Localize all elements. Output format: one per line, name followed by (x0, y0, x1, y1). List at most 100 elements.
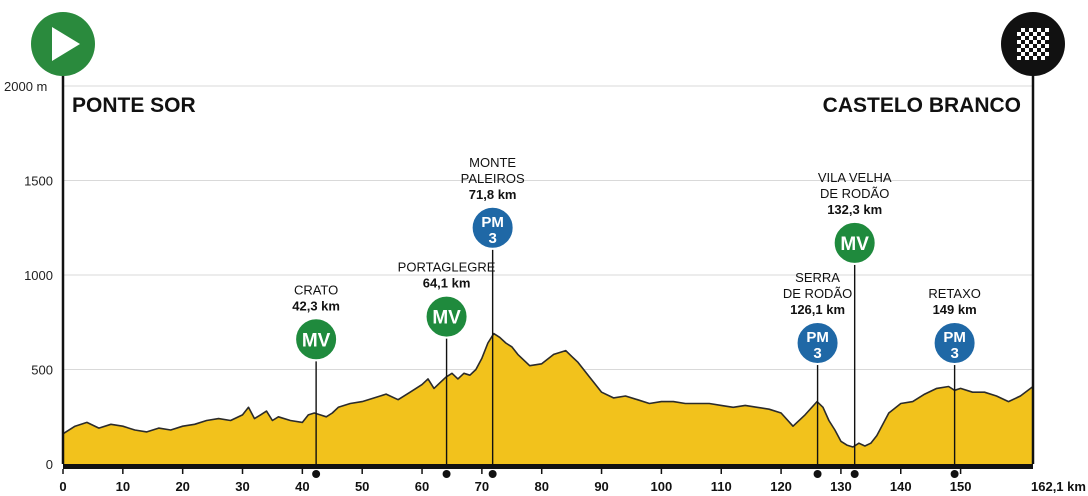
climb-km-label: 126,1 km (790, 302, 845, 317)
x-tick-label: 20 (175, 479, 189, 494)
climb-badge (294, 317, 339, 362)
checker-square (1045, 56, 1049, 60)
checker-square (1037, 32, 1041, 36)
checker-square (1033, 52, 1037, 56)
climb-dot (488, 470, 497, 478)
climb-badge (470, 205, 515, 250)
climb-badge-text: MV (840, 234, 869, 255)
x-tick-label: 110 (711, 479, 732, 494)
y-tick-label: 0 (46, 457, 53, 472)
climb-badge-text: MV (302, 330, 331, 351)
checker-square (1037, 40, 1041, 44)
climb-name-label: RETAXO (928, 286, 981, 301)
checker-square (1017, 36, 1021, 40)
climb-km-label: 149 km (933, 302, 977, 317)
climb-name-label: PALEIROS (461, 171, 525, 186)
checkered-flag-icon (1001, 12, 1065, 76)
x-tick-label: 0 (59, 479, 66, 494)
play-triangle (52, 27, 80, 61)
climb-dot (312, 470, 321, 478)
climb-km-label: 132,3 km (827, 202, 882, 217)
x-end-label: 162,1 km (1031, 479, 1086, 494)
checker-square (1021, 40, 1025, 44)
climb-dot (850, 470, 859, 478)
climb-name-label: MONTE (469, 155, 516, 170)
checker-square (1041, 28, 1045, 32)
climb-name-label: VILA VELHA (818, 170, 892, 185)
checker-square (1045, 48, 1049, 52)
x-axis-bar (63, 464, 1033, 469)
x-tick-label: 70 (475, 479, 489, 494)
checker-square (1025, 44, 1029, 48)
climb-km-label: 42,3 km (292, 298, 340, 313)
profile-layer (62, 332, 1034, 464)
checker-square (1033, 36, 1037, 40)
axes: 0 500 1000 1500 2000 m 0 10 20 30 40 50 60 70 80 90 100… (4, 79, 1086, 494)
x-tick-label: 120 (770, 479, 792, 494)
x-tick-label: 140 (890, 479, 912, 494)
climb-dot (442, 470, 451, 478)
climb-badge (424, 294, 469, 339)
checker-square (1025, 36, 1029, 40)
checker-square (1017, 52, 1021, 56)
x-tick-label: 100 (651, 479, 673, 494)
climb-category: 3 (488, 230, 496, 247)
checker-square (1029, 56, 1033, 60)
checker-square (1037, 56, 1041, 60)
climb-badge-text: PM (806, 329, 829, 346)
climb-name-label: PORTAGLEGRE (398, 260, 496, 275)
climb-name-label: DE RODÃO (783, 286, 852, 301)
checker-square (1037, 48, 1041, 52)
x-tick-label: 130 (830, 479, 852, 494)
checker-square (1041, 52, 1045, 56)
x-tick-label: 50 (355, 479, 369, 494)
climb-name-label: CRATO (294, 282, 338, 297)
climb-dot (813, 470, 822, 478)
climb-badge (832, 220, 877, 265)
x-tick-label: 90 (594, 479, 608, 494)
checker-square (1025, 28, 1029, 32)
x-tick-label: 40 (295, 479, 309, 494)
checker-square (1029, 40, 1033, 44)
start-town-label: PONTE SOR (72, 94, 196, 117)
climb-km-label: 71,8 km (469, 187, 517, 202)
y-tick-label: 500 (31, 363, 53, 378)
x-tick-label: 30 (235, 479, 249, 494)
climb-category: 3 (813, 345, 821, 362)
elevation-area (63, 333, 1033, 464)
checker-square (1025, 52, 1029, 56)
checker-square (1033, 28, 1037, 32)
x-tick-label: 10 (116, 479, 130, 494)
climb-name-label: SERRA (795, 270, 840, 285)
y-unit-label: 2000 m (4, 79, 47, 94)
elevation-line (62, 332, 1034, 448)
climb-name-label: DE RODÃO (820, 186, 889, 201)
checker-square (1021, 32, 1025, 36)
start-finish-flags: PONTE SOR CASTELO BRANCO (31, 12, 1065, 464)
checker-square (1033, 44, 1037, 48)
climb-badge-text: PM (481, 214, 504, 231)
x-tick-label: 150 (950, 479, 972, 494)
climb-badge-text: MV (432, 308, 461, 329)
checker-square (1041, 36, 1045, 40)
climb-category: 3 (950, 345, 958, 362)
climb-dot (950, 470, 959, 478)
checker-square (1021, 48, 1025, 52)
y-tick-label: 1000 (24, 268, 53, 283)
y-tick-label: 1500 (24, 174, 53, 189)
checker-square (1017, 28, 1021, 32)
climb-badge (932, 321, 977, 366)
climb-km-label: 64,1 km (423, 276, 471, 291)
finish-town-label: CASTELO BRANCO (823, 94, 1021, 117)
play-icon (31, 12, 95, 76)
checker-square (1029, 48, 1033, 52)
climb-badge-text: PM (943, 329, 966, 346)
